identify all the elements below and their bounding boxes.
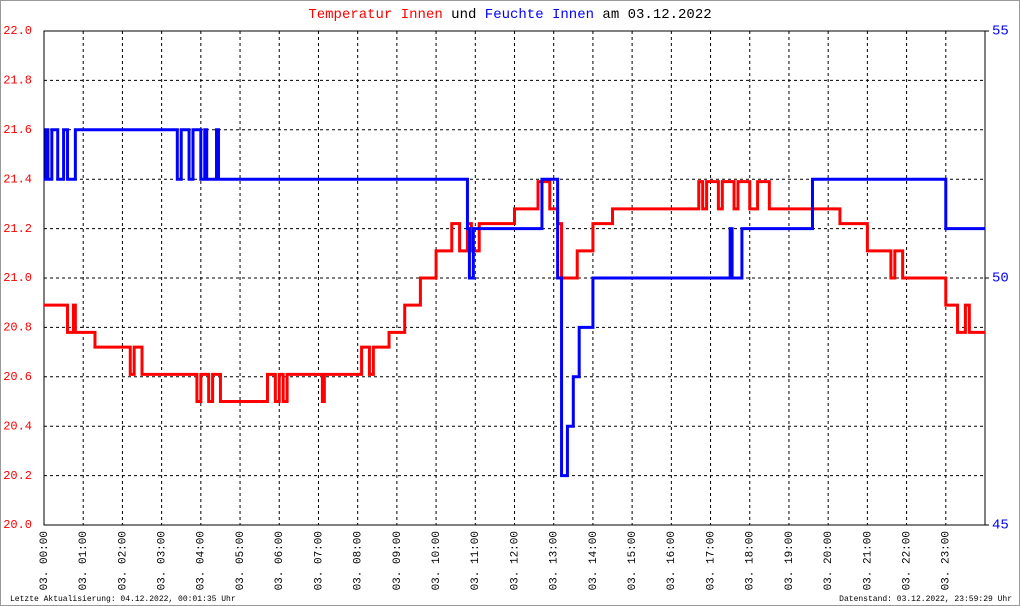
y-tick-label: 21.4 — [3, 172, 32, 186]
plot-border — [43, 30, 986, 526]
x-tick-label: 03. 08:00 — [353, 531, 365, 590]
chart-title: Temperatur Innen und Feuchte Innen am 03… — [308, 7, 711, 23]
footer-left: Letzte Aktualisierung: 04.12.2022, 00:01… — [10, 595, 236, 604]
y2-tick-label: 50 — [992, 271, 1009, 287]
x-tick-label: 03. 17:00 — [705, 531, 717, 590]
x-tick-label: 03. 04:00 — [196, 531, 208, 590]
y-tick-label: 21.2 — [3, 222, 32, 236]
y2-tick-label: 55 — [992, 24, 1009, 40]
x-tick-label: 03. 23:00 — [941, 531, 953, 590]
series-line — [44, 180, 985, 403]
x-tick-label: 03. 16:00 — [666, 531, 678, 590]
x-tick-label: 03. 01:00 — [78, 531, 90, 590]
title-hum: Feuchte Innen — [485, 7, 594, 23]
x-tick-label: 03. 12:00 — [509, 531, 521, 590]
x-tick-label: 03. 02:00 — [117, 531, 129, 590]
y-tick-label: 21.6 — [3, 123, 32, 137]
x-tick-label: 03. 19:00 — [784, 531, 796, 590]
series-line — [44, 128, 985, 478]
title-and: und — [451, 7, 476, 23]
y-tick-label: 20.4 — [3, 419, 32, 433]
x-tick-label: 03. 11:00 — [470, 531, 482, 590]
x-tick-label: 03. 05:00 — [235, 531, 247, 590]
y-tick-label: 20.6 — [3, 370, 32, 384]
x-tick-label: 03. 18:00 — [745, 531, 757, 590]
x-tick-label: 03. 13:00 — [549, 531, 561, 590]
footer-right: Datenstand: 03.12.2022, 23:59:29 Uhr — [839, 595, 1012, 604]
x-tick-label: 03. 22:00 — [901, 531, 913, 590]
title-temp: Temperatur Innen — [308, 7, 442, 23]
y-tick-label: 20.8 — [3, 321, 32, 335]
x-tick-label: 03. 00:00 — [39, 531, 51, 590]
x-tick-label: 03. 06:00 — [274, 531, 286, 590]
x-tick-label: 03. 21:00 — [862, 531, 874, 590]
y-tick-label: 20.0 — [3, 518, 32, 532]
x-tick-label: 03. 14:00 — [588, 531, 600, 590]
y-tick-label: 22.0 — [3, 24, 32, 38]
x-tick-label: 03. 03:00 — [157, 531, 169, 590]
y-tick-label: 21.8 — [3, 74, 32, 88]
y2-tick-label: 45 — [992, 518, 1009, 534]
y-tick-label: 21.0 — [3, 271, 32, 285]
y-tick-label: 20.2 — [3, 469, 32, 483]
title-date: am 03.12.2022 — [602, 7, 711, 23]
x-tick-label: 03. 20:00 — [823, 531, 835, 590]
x-tick-label: 03. 09:00 — [392, 531, 404, 590]
x-tick-label: 03. 15:00 — [627, 531, 639, 590]
x-tick-label: 03. 10:00 — [431, 531, 443, 590]
x-tick-label: 03. 07:00 — [313, 531, 325, 590]
